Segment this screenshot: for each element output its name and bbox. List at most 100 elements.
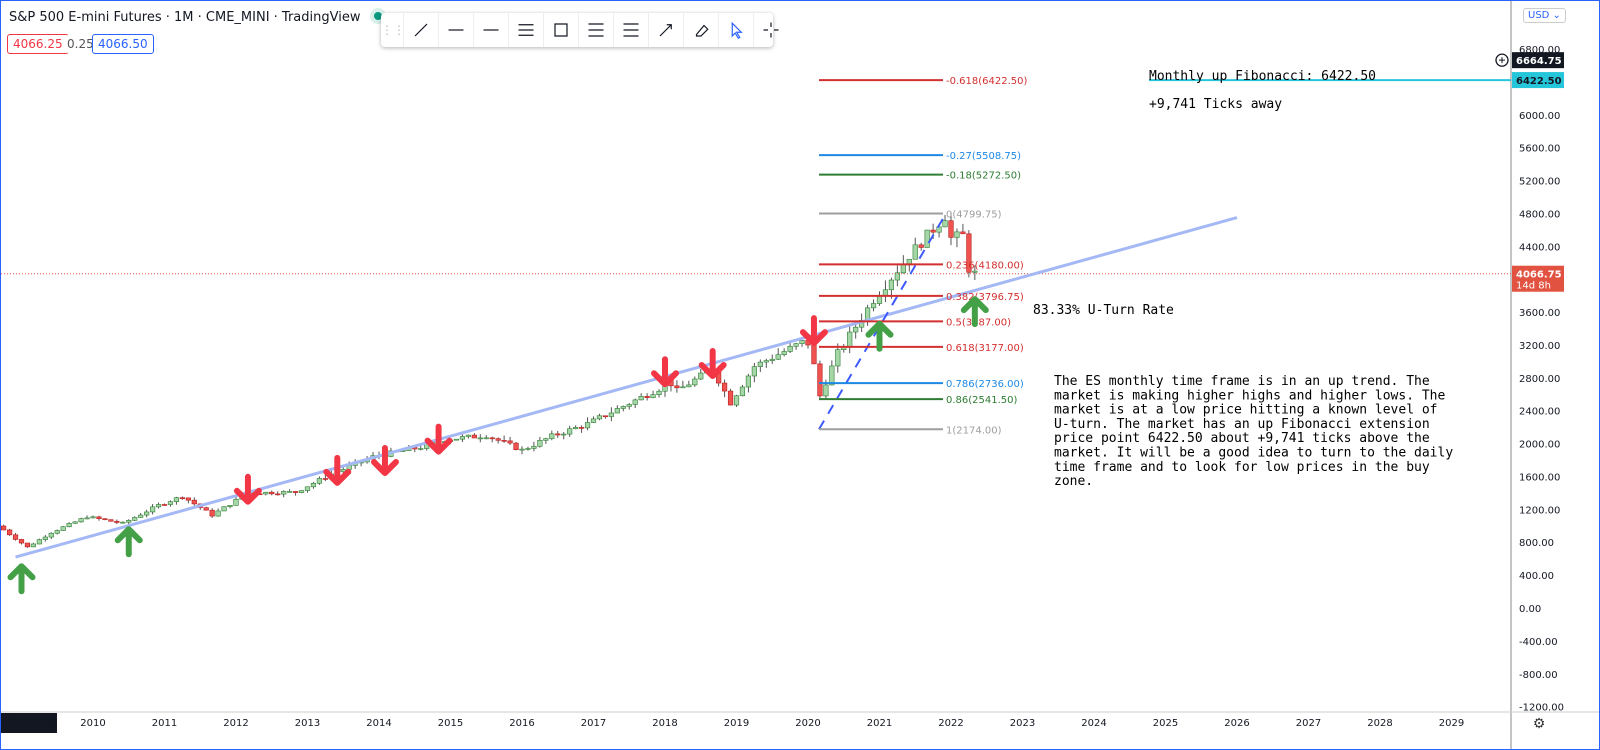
candle [191, 497, 197, 506]
fib-level-label: 0.86(2541.50) [946, 395, 1018, 406]
rectangle-icon [554, 23, 568, 37]
candle [310, 481, 317, 489]
fib-level-label: -0.18(5272.50) [946, 171, 1021, 182]
y-tick-label: 6000.00 [1519, 111, 1560, 122]
x-tick-label: 2025 [1153, 718, 1178, 729]
candle [149, 504, 156, 515]
target-title: Monthly up Fibonacci: 6422.50 [1149, 69, 1376, 84]
candle [489, 436, 495, 443]
y-tick-label: 2400.00 [1519, 407, 1560, 418]
settings-gear-icon[interactable]: ⚙ [1533, 716, 1546, 732]
fib-level[interactable]: 0.236(4180.00) [819, 260, 1024, 271]
fib-level[interactable]: -0.618(6422.50) [819, 76, 1027, 87]
candle [209, 508, 215, 519]
candle [316, 476, 323, 485]
drawing-toolbar: ⋮⋮ [381, 13, 779, 47]
fib-baseline[interactable] [818, 212, 947, 430]
y-tick-label: 400.00 [1519, 571, 1554, 582]
candle [864, 304, 871, 326]
y-tick-label: 800.00 [1519, 538, 1554, 549]
candle [966, 230, 972, 278]
arrow-down-icon [799, 315, 828, 347]
candle [686, 380, 692, 388]
x-start-badge [1, 713, 57, 733]
x-tick-label: 2011 [152, 718, 177, 729]
bid-price[interactable]: 4066.25 [7, 34, 69, 54]
x-tick-label: 2018 [652, 718, 677, 729]
analysis-text-line: market is at a low price hitting a known… [1054, 403, 1438, 418]
arrow-up-icon [960, 296, 989, 328]
crosshair-tool[interactable] [753, 13, 788, 47]
candle [870, 299, 877, 312]
rectangle-tool[interactable] [543, 13, 578, 47]
market-status-icon [374, 12, 383, 20]
fib-level-label: 0(4799.75) [946, 209, 1002, 220]
cursor-tool[interactable] [718, 13, 753, 47]
candle [233, 496, 239, 506]
eraser-tool[interactable] [683, 13, 718, 47]
x-tick-label: 2027 [1296, 718, 1321, 729]
fib-level[interactable]: -0.18(5272.50) [819, 171, 1021, 182]
candle [519, 446, 525, 455]
arrow-tool[interactable] [648, 13, 683, 47]
candle [596, 413, 603, 421]
candle [507, 436, 513, 446]
candle [114, 519, 120, 525]
analysis-text-line: U-turn. The market has an up Fibonacci e… [1054, 417, 1430, 432]
arrow-up-icon [114, 526, 143, 558]
analysis-text-line: time frame and to look for low prices in… [1054, 460, 1430, 475]
candle [721, 379, 728, 398]
candle [584, 417, 591, 431]
candle [924, 229, 930, 248]
drag-handle-icon[interactable]: ⋮⋮ [381, 23, 405, 37]
candle [537, 436, 543, 448]
candle [525, 446, 531, 451]
candle [48, 532, 54, 540]
candle [972, 265, 978, 281]
fib-level[interactable]: 0.86(2541.50) [819, 395, 1018, 406]
x-start-label: 01 Oct '08 [5, 718, 57, 729]
analysis-text-line: market is making higher highs and higher… [1054, 388, 1446, 403]
add-alert-icon[interactable] [1495, 53, 1509, 67]
currency-dropdown[interactable]: USD ⌄ [1523, 8, 1566, 23]
arrow-up-icon [7, 563, 36, 595]
candle [614, 405, 620, 414]
candle [84, 515, 90, 520]
x-tick-label: 2010 [80, 718, 105, 729]
crosshair-icon [763, 22, 779, 38]
ask-price[interactable]: 4066.50 [92, 34, 154, 54]
candle [66, 522, 72, 528]
candle [24, 542, 31, 548]
candle [459, 434, 466, 442]
parallel-channel-tool[interactable] [508, 13, 543, 47]
trendline[interactable] [15, 216, 1238, 559]
candle [781, 348, 787, 357]
fib-level[interactable]: 1(2174.00) [819, 425, 1002, 436]
candle [78, 517, 84, 523]
candle [126, 519, 132, 525]
cursor-icon [731, 21, 743, 40]
arrow-up-icon [865, 320, 894, 352]
fib-level[interactable]: 0.382(3796.75) [819, 292, 1024, 303]
horizontal-ray-tool[interactable] [438, 13, 473, 47]
fib-level[interactable]: 0.786(2736.00) [819, 379, 1024, 390]
candle [281, 490, 287, 498]
fib-level[interactable]: 0(4799.75) [819, 209, 1002, 220]
current-price-badge [1512, 265, 1564, 292]
candle [531, 441, 537, 452]
candle [680, 380, 686, 389]
y-tick-label: 1600.00 [1519, 472, 1560, 483]
trend-line-tool[interactable] [403, 13, 438, 47]
candle [185, 497, 191, 504]
fib-extension-tool[interactable] [613, 13, 648, 47]
spread: 0.25 [67, 34, 94, 54]
fib-level[interactable]: -0.27(5508.75) [819, 151, 1021, 162]
trend-line-icon [414, 23, 428, 37]
arrow-down-icon [698, 348, 727, 380]
y-tick-label: 0.00 [1519, 604, 1541, 615]
candle [304, 486, 311, 493]
fib-level-label: 0.786(2736.00) [946, 379, 1024, 390]
horizontal-line-tool[interactable] [473, 13, 508, 47]
fib-retracement-tool[interactable] [578, 13, 613, 47]
